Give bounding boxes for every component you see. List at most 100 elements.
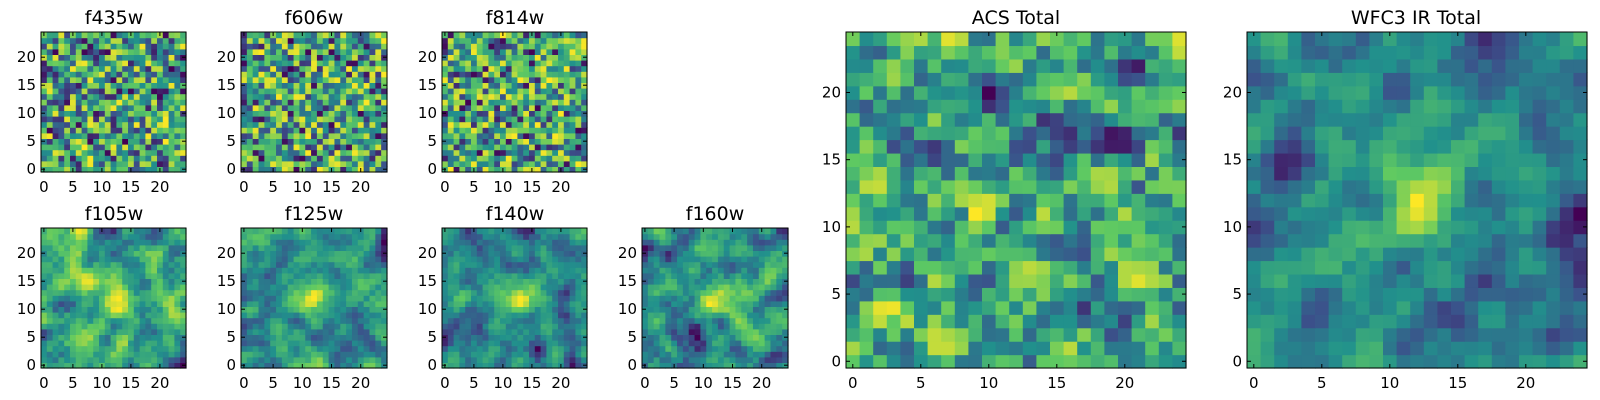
heatmap-cell xyxy=(552,256,559,263)
heatmap-cell xyxy=(575,37,582,44)
heatmap-cell xyxy=(157,317,164,324)
heatmap-cell xyxy=(145,289,152,296)
heatmap-cell xyxy=(534,261,542,268)
heatmap-cell xyxy=(647,345,655,352)
heatmap-cell xyxy=(122,295,129,302)
heatmap-cell xyxy=(110,239,117,246)
heatmap-cell xyxy=(369,323,376,330)
heatmap-cell xyxy=(671,233,678,240)
heatmap-cell xyxy=(64,312,71,319)
heatmap-cell xyxy=(363,155,371,162)
heatmap-cell xyxy=(453,284,460,291)
y-tick-label: 15 xyxy=(618,272,637,290)
heatmap-cell xyxy=(1077,314,1092,329)
heatmap-cell xyxy=(357,99,365,106)
heatmap-cell xyxy=(241,104,248,111)
heatmap-cell xyxy=(264,300,271,307)
heatmap-cell xyxy=(642,300,649,307)
heatmap-cell xyxy=(770,289,777,296)
heatmap-cell xyxy=(459,317,466,324)
heatmap-cell xyxy=(723,317,731,324)
heatmap-cell xyxy=(459,60,466,67)
heatmap-cell xyxy=(174,144,181,151)
heatmap-cell xyxy=(442,244,449,251)
heatmap-cell xyxy=(52,104,59,111)
heatmap-cell xyxy=(157,340,164,347)
heatmap-cell xyxy=(511,340,518,347)
heatmap-cell xyxy=(529,356,536,363)
heatmap-cell xyxy=(87,328,94,335)
heatmap-cell xyxy=(476,149,484,156)
heatmap-cell xyxy=(752,340,760,347)
heatmap-cell xyxy=(81,256,88,263)
heatmap-cell xyxy=(471,88,478,95)
heatmap-cell xyxy=(81,267,88,274)
heatmap-cell xyxy=(1172,206,1187,221)
heatmap-cell xyxy=(447,272,455,279)
heatmap-cell xyxy=(369,317,376,324)
heatmap-cell xyxy=(116,317,123,324)
heatmap-cell xyxy=(712,334,719,341)
heatmap-cell xyxy=(139,116,146,123)
heatmap-cell xyxy=(569,323,576,330)
heatmap-cell xyxy=(357,127,365,134)
heatmap-cell xyxy=(546,82,553,89)
heatmap-cell xyxy=(677,351,684,358)
heatmap-cell xyxy=(70,295,77,302)
heatmap-cell xyxy=(1063,179,1078,194)
heatmap-cell xyxy=(151,300,158,307)
heatmap-cell xyxy=(293,323,300,330)
heatmap-cell xyxy=(569,60,576,67)
heatmap-cell xyxy=(563,76,571,83)
heatmap-cell xyxy=(729,317,737,324)
heatmap-cell xyxy=(482,239,489,246)
heatmap-cell xyxy=(246,144,254,151)
heatmap-cell xyxy=(1022,193,1037,208)
heatmap-cell xyxy=(471,65,478,72)
heatmap-cell xyxy=(494,88,501,95)
heatmap-cell xyxy=(351,132,359,139)
heatmap-cell xyxy=(558,239,565,246)
heatmap-cell xyxy=(116,289,123,296)
heatmap-cell xyxy=(1077,341,1092,356)
heatmap-cell xyxy=(334,295,341,302)
heatmap-cell xyxy=(471,244,478,251)
heatmap-cell xyxy=(529,340,536,347)
heatmap-cell xyxy=(671,334,678,341)
heatmap-cell xyxy=(311,116,318,123)
heatmap-cell xyxy=(334,345,341,352)
heatmap-cell xyxy=(459,256,466,263)
heatmap-cell xyxy=(1036,354,1051,369)
heatmap-cell xyxy=(128,160,135,167)
heatmap-cell xyxy=(75,256,83,263)
heatmap-cell xyxy=(363,99,371,106)
heatmap-cell xyxy=(665,334,672,341)
heatmap-cell xyxy=(1104,354,1119,369)
heatmap-cell xyxy=(465,71,472,78)
heatmap-cell xyxy=(258,356,265,363)
heatmap-cell xyxy=(1145,206,1160,221)
heatmap-cell xyxy=(357,132,365,139)
heatmap-cell xyxy=(494,144,501,151)
heatmap-cell xyxy=(64,155,71,162)
heatmap-cell xyxy=(546,43,553,50)
heatmap-cell xyxy=(665,362,672,369)
panel-title: f435w xyxy=(85,7,144,29)
heatmap-cell xyxy=(465,289,472,296)
heatmap-cell xyxy=(453,312,460,319)
heatmap-cell xyxy=(110,351,117,358)
heatmap-cell xyxy=(128,93,135,100)
heatmap-cell xyxy=(659,334,666,341)
heatmap-cell xyxy=(276,149,283,156)
heatmap-cell xyxy=(346,65,353,72)
heatmap-cell xyxy=(363,356,371,363)
heatmap-cell xyxy=(299,267,306,274)
heatmap-cell xyxy=(151,37,158,44)
heatmap-cell xyxy=(316,121,324,128)
heatmap-cell xyxy=(81,356,88,363)
heatmap-cell xyxy=(523,93,530,100)
heatmap-cell xyxy=(299,155,306,162)
heatmap-cell xyxy=(276,32,283,39)
heatmap-cell xyxy=(494,312,501,319)
